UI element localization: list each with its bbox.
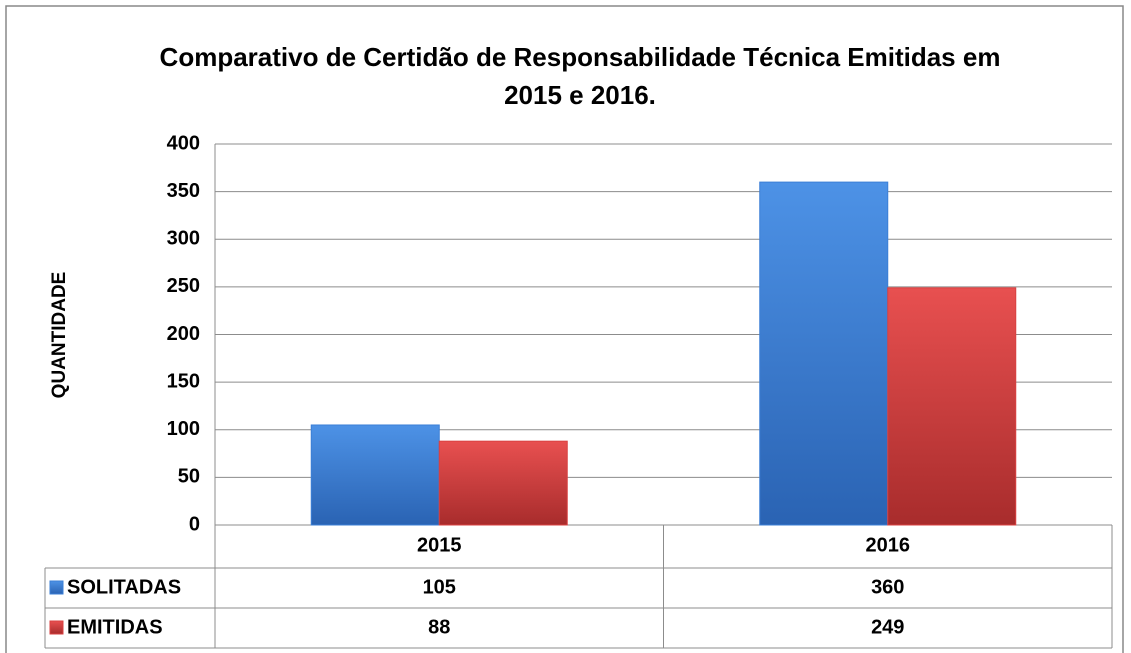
chart-title: Comparativo de Certidão de Responsabilid…	[159, 42, 1001, 110]
legend-key	[49, 580, 64, 595]
y-tick-label: 100	[167, 418, 200, 440]
y-tick-label: 50	[178, 466, 200, 488]
bar	[887, 287, 1017, 526]
table-value: 88	[428, 616, 450, 638]
legend-label: EMITIDAS	[67, 616, 163, 638]
y-tick-label: 250	[167, 275, 200, 297]
legend-label: SOLITADAS	[67, 576, 181, 598]
y-tick-label: 0	[189, 513, 200, 535]
bar	[759, 181, 889, 526]
y-tick-label: 400	[167, 132, 200, 154]
chart-border	[5, 5, 1124, 653]
bar	[438, 440, 568, 526]
table-value: 105	[423, 576, 456, 598]
legend-key	[49, 620, 64, 635]
x-tick-label: 2016	[866, 534, 911, 556]
table-value: 360	[871, 576, 904, 598]
table-value: 249	[871, 616, 904, 638]
bar	[310, 424, 440, 526]
y-tick-label: 350	[167, 180, 200, 202]
y-tick-label: 150	[167, 370, 200, 392]
y-tick-label: 200	[167, 323, 200, 345]
x-tick-label: 2015	[417, 534, 462, 556]
y-tick-label: 300	[167, 228, 200, 250]
y-axis-label: QUANTIDADE	[49, 272, 70, 399]
